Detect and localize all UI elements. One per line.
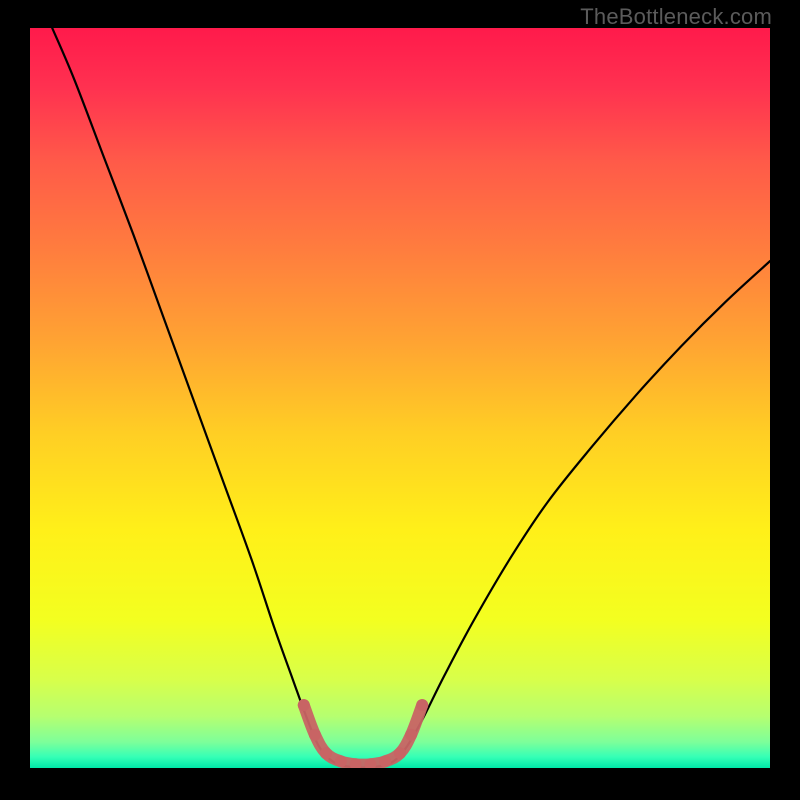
trough-marker <box>405 729 417 741</box>
trough-marker <box>309 729 321 741</box>
trough-marker <box>394 747 406 759</box>
trough-marker <box>416 699 428 711</box>
trough-marker <box>298 699 310 711</box>
watermark-text: TheBottleneck.com <box>580 4 772 30</box>
plot-area <box>30 28 770 768</box>
trough-marker <box>320 747 332 759</box>
trough-marker <box>335 755 347 767</box>
outer-frame: TheBottleneck.com <box>0 0 800 800</box>
curve-layer <box>30 28 770 768</box>
bottleneck-curve <box>52 28 770 768</box>
trough-markers <box>298 699 428 768</box>
trough-marker <box>379 755 391 767</box>
